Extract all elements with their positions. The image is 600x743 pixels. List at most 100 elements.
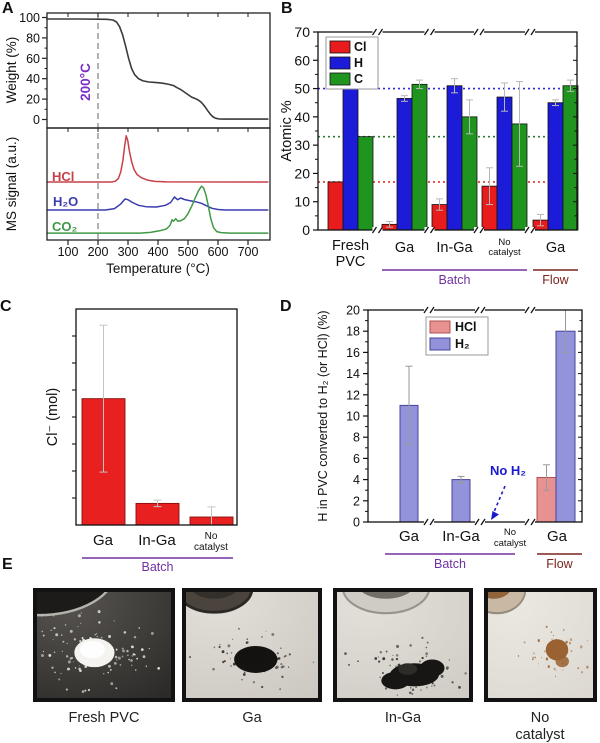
panel-d-group: 0 2 4 6 8 10 12 14 16 18 20 H in PVC converted to H… <box>316 304 583 571</box>
atomic-tick-label: 10 <box>294 194 310 210</box>
weight-tick-label: 0 <box>33 113 40 127</box>
cat-label-ga-flow: Ga <box>546 240 566 256</box>
panel-b-label: B <box>281 0 293 17</box>
conversion-tick-label: 10 <box>346 410 360 424</box>
ms-curve-hcl <box>46 135 269 183</box>
atomic-tick-label: 30 <box>294 137 310 153</box>
legend-swatch-C <box>329 72 351 86</box>
error-bar <box>436 198 443 211</box>
ms-curve-label: CO₂ <box>52 219 78 234</box>
cat-label-no-catalyst: catalyst <box>194 542 228 553</box>
fresh-pvc-photo-graphic <box>37 592 171 698</box>
axis-break <box>423 226 436 234</box>
conversion-tick-label: 16 <box>346 346 360 360</box>
panel-e-label: E <box>2 556 13 573</box>
legend-label: H <box>354 56 363 70</box>
error-bar <box>516 81 523 167</box>
axis-break <box>524 226 536 234</box>
axis-break <box>524 306 536 314</box>
bar-C-1 <box>411 83 428 231</box>
conversion-tick-label: 14 <box>346 367 360 381</box>
legend-swatch-h2 <box>429 337 451 351</box>
cat-label-in-ga: In-Ga <box>138 532 176 549</box>
error-bar <box>486 167 493 206</box>
error-bar <box>552 99 559 107</box>
weight-y-axis: 0 20 40 60 80 100 <box>19 11 47 127</box>
powder-pile <box>545 639 569 668</box>
cat-label-no-catalyst: catalyst <box>494 538 527 549</box>
jar-contents <box>193 592 236 599</box>
weight-tick-label: 20 <box>26 93 40 107</box>
legend-swatch-hcl <box>429 320 451 334</box>
h-conversion-bar-chart: 0 2 4 6 8 10 12 14 16 18 20 H in PVC converted to H… <box>316 304 583 571</box>
tga-weight-curve <box>46 18 269 120</box>
cat-label-ga-flow: Ga <box>547 528 568 545</box>
weight-axis-label: Weight (%) <box>4 37 19 104</box>
powder-pile <box>234 645 278 673</box>
panel-a-tga-ms-chart: 200°C HCl H₂O CO₂ 0 20 40 60 80 100 Weight (%) MS s… <box>0 0 300 296</box>
legend-label: HCl <box>455 320 477 334</box>
cat-label-ga: Ga <box>395 240 415 256</box>
atomic-tick-label: 40 <box>294 109 310 125</box>
chloride-axis-label: Cl⁻ (mol) <box>45 388 61 446</box>
temperature-tick-label: 300 <box>118 245 139 259</box>
petri-dish <box>37 592 108 617</box>
temperature-tick-label: 200 <box>88 245 109 259</box>
error-bar <box>466 99 473 135</box>
error-bar <box>543 464 550 491</box>
bar-C-0 <box>357 136 374 231</box>
conversion-tick-label: 12 <box>346 388 360 402</box>
temperature-tick-label: 700 <box>238 245 259 259</box>
temperature-axis-title: Temperature (°C) <box>106 261 210 276</box>
bar-H-0 <box>342 88 359 231</box>
cat-label-no-catalyst: No <box>504 527 516 538</box>
photo-fresh-pvc <box>33 588 175 702</box>
conversion-tick-label: 6 <box>353 452 360 466</box>
photo-scene <box>488 592 593 698</box>
bar-C-4 <box>562 85 579 231</box>
ms-curve-label: HCl <box>52 169 74 184</box>
panel-d-label: D <box>280 298 292 315</box>
bar-H-1 <box>396 98 413 231</box>
photo-in-ga <box>333 588 473 702</box>
axis-break <box>423 518 435 526</box>
vline-200c-label: 200°C <box>78 63 93 101</box>
ms-curve-co2 <box>46 185 269 234</box>
axis-break <box>371 226 384 234</box>
bars-group <box>81 324 234 526</box>
legend-swatch-H <box>329 56 351 70</box>
legend: HCl H₂ <box>425 316 489 356</box>
group-label-Flow: Flow <box>542 273 569 287</box>
cat-label-no-catalyst: No <box>498 237 510 248</box>
ms-plot-box <box>46 127 271 241</box>
legend-label: Cl <box>354 40 367 54</box>
temperature-x-axis: 100 200 300 400 500 600 700 <box>58 13 259 259</box>
photo-no-catalyst <box>484 588 597 702</box>
error-bar <box>416 79 423 90</box>
in-ga-photo-graphic <box>337 592 469 698</box>
conversion-axis-label: H in PVC converted to H₂ (or HCl) (%) <box>316 310 330 521</box>
error-bar <box>99 324 108 473</box>
ms-curve-h2o <box>46 196 269 211</box>
axis-break <box>371 28 384 36</box>
cat-label-fresh-pvc: PVC <box>336 254 366 270</box>
error-bar <box>567 79 574 92</box>
conversion-tick-label: 20 <box>346 304 360 318</box>
powder-pile <box>381 659 445 690</box>
legend-swatch-Cl <box>329 40 351 54</box>
axis-break <box>524 518 536 526</box>
group-label-batch: Batch <box>142 560 174 574</box>
temperature-tick-label: 400 <box>148 245 169 259</box>
axis-break <box>524 28 536 36</box>
atomic-percent-axis-label: Atomic % <box>280 100 295 161</box>
error-bar <box>537 213 544 227</box>
ga-photo-graphic <box>186 592 318 698</box>
no-h2-arrow-head <box>491 511 499 520</box>
legend-label: C <box>354 72 363 86</box>
weight-tick-label: 100 <box>19 11 40 25</box>
